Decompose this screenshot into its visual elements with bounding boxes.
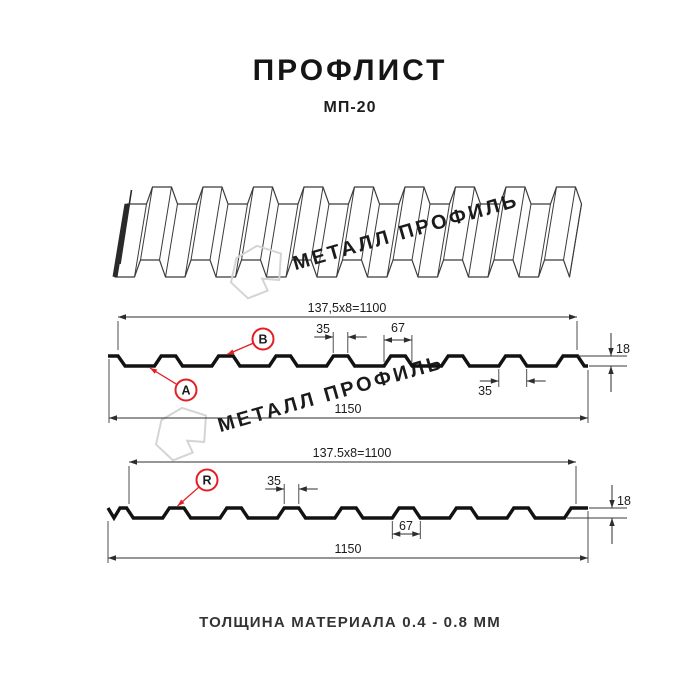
marker-letter-A: A xyxy=(181,384,190,398)
dim-label-height-bottom: 18 xyxy=(617,494,631,508)
cross-section-bottom-drawing: 137.5x8=1100 35 67 18 1150 R xyxy=(106,446,631,563)
brand-logo-icon xyxy=(229,244,283,300)
dim-label-crest-base: 67 xyxy=(391,321,405,335)
dim-label-overall-bottom: 1150 xyxy=(335,542,362,556)
dim-label-crest-top-2: 35 xyxy=(267,474,281,488)
dim-label-pitch-bottom: 137.5x8=1100 xyxy=(313,446,392,460)
dim-label-crest-top: 35 xyxy=(316,322,330,336)
profile-outline-top xyxy=(108,354,588,368)
dim-label-pitch-top: 137,5x8=1100 xyxy=(308,301,387,315)
dim-label-overall-top: 1150 xyxy=(335,402,362,416)
material-thickness-note: ТОЛЩИНА МАТЕРИАЛА 0.4 - 0.8 ММ xyxy=(199,614,501,631)
cross-section-top-drawing: 137,5x8=1100 35 67 18 35 1150 A B xyxy=(108,301,630,423)
dim-label-height-top: 18 xyxy=(616,342,630,356)
profile-sheet-3d-drawing xyxy=(112,186,583,278)
page-title: ПРОФЛИСТ xyxy=(252,54,448,87)
dim-label-crest-bottom: 35 xyxy=(478,384,492,398)
marker-letter-R: R xyxy=(202,474,211,488)
marker-letter-B: B xyxy=(258,333,267,347)
page-subtitle: МП-20 xyxy=(323,99,377,116)
profile-outline-bottom xyxy=(106,506,588,522)
diagram-canvas: МЕТАЛЛ ПРОФИЛЬ МЕТАЛЛ ПРОФИЛЬ 137,5x8=11… xyxy=(106,186,631,563)
brand-logo-icon xyxy=(154,406,208,462)
dim-label-crest-base-2: 67 xyxy=(399,519,413,533)
